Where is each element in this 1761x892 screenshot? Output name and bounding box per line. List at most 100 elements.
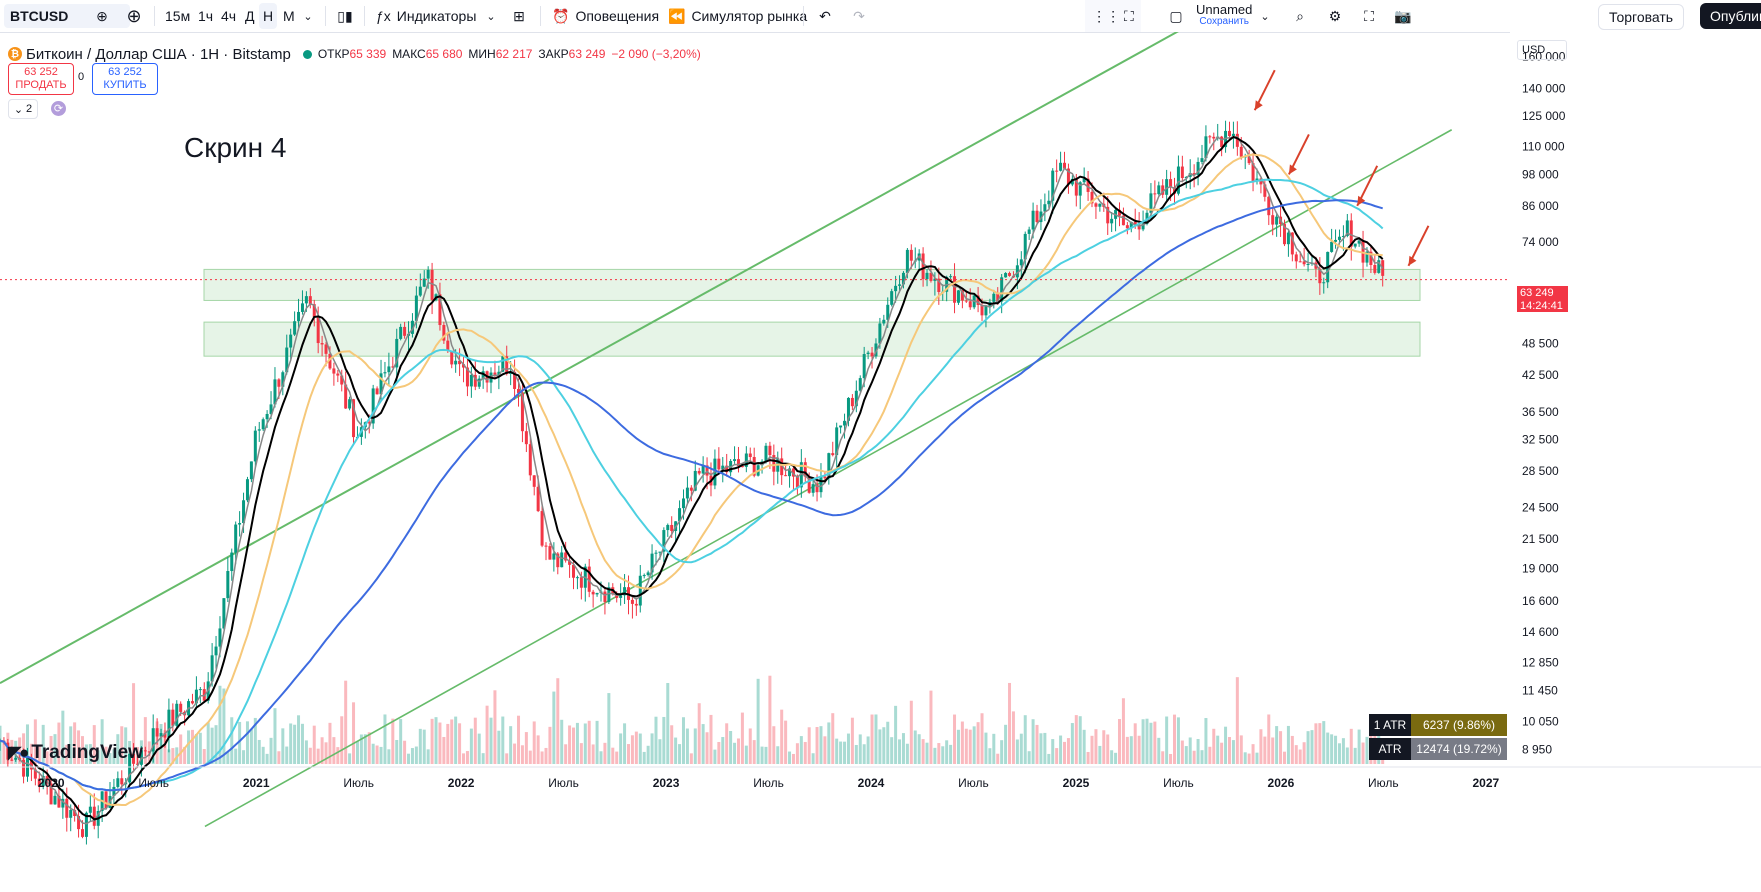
volume-bar (524, 732, 528, 764)
candle-body (996, 293, 1000, 302)
layout-name[interactable]: Unnamed Сохранить (1196, 0, 1252, 32)
time-tick-label: Июль (1163, 776, 1194, 790)
volume-bar (1255, 752, 1259, 764)
interval-day[interactable]: Д (245, 8, 255, 24)
add-symbol-icon[interactable]: ⊕ (126, 5, 142, 26)
candle-body (862, 354, 866, 379)
volume-bar (1149, 722, 1153, 764)
chevron-down-icon[interactable]: ⌄ (303, 10, 313, 23)
candle-body (1259, 178, 1263, 185)
settings-gear-icon[interactable]: ⚙ (1328, 7, 1342, 24)
volume-bar (104, 746, 108, 764)
buy-button[interactable]: 63 252 КУПИТЬ (92, 63, 158, 95)
volume-bar (1220, 742, 1224, 764)
volume-bar (901, 733, 905, 764)
trade-button[interactable]: Торговать (1598, 4, 1685, 30)
volume-bar (465, 751, 469, 764)
volume-bar (399, 719, 403, 764)
volume-bar (882, 727, 886, 764)
candle-body (1031, 210, 1035, 230)
quick-search-icon[interactable]: ⌕ (1296, 7, 1304, 24)
chevron-down-icon[interactable]: ⌄ (486, 10, 496, 23)
candle-body (807, 476, 811, 493)
time-axis[interactable]: 2020 Июль 2021 Июль 2022 Июль 2023 Июль 2024 Июль… (0, 766, 1761, 790)
tradingview-logo[interactable]: ◤● TradingView (8, 742, 143, 764)
layout-square-icon[interactable]: ▢ (1169, 7, 1183, 24)
legend-title[interactable]: Биткоин / Доллар США · 1Н · Bitstamp (26, 45, 291, 63)
candle-body (1161, 185, 1165, 195)
sell-button[interactable]: 63 252 ПРОДАТЬ (8, 63, 74, 95)
interval-week[interactable]: Н (259, 3, 278, 29)
ohlc-low: МИН62 217 (468, 47, 532, 61)
volume-bar (202, 749, 206, 764)
price-axis[interactable]: 160 000 140 000 125 000 110 000 98 000 86 000… (1510, 32, 1761, 892)
undo-icon[interactable]: ↶ (819, 7, 831, 24)
text-annotation[interactable]: Скрин 4 (184, 132, 287, 163)
candle-body (430, 269, 434, 300)
volume-bar (344, 680, 348, 764)
volume-bar (1180, 740, 1184, 764)
arrow-annotations[interactable] (1253, 69, 1430, 267)
fullscreen-select-icon[interactable]: ⋮⋮ ⛶ (1085, 0, 1141, 32)
candle-body (159, 733, 163, 737)
compare-icon[interactable]: ⊕ (96, 7, 108, 24)
symbol-legend: ₿ Биткоин / Доллар США · 1Н · Bitstamp О… (8, 44, 707, 64)
fullscreen-icon[interactable]: ⛶ (1364, 7, 1374, 24)
collapse-indicators-button[interactable]: ⌄ 2 (8, 99, 38, 119)
candle-body (1153, 193, 1157, 195)
volume-bar (642, 751, 646, 764)
volume-bar (823, 736, 827, 764)
candle-body (45, 775, 49, 784)
candle-body (595, 592, 599, 595)
interval-15m[interactable]: 15м (165, 8, 191, 24)
candle-body (513, 371, 517, 389)
sell-label: ПРОДАТЬ (15, 79, 67, 91)
candle-body (835, 427, 839, 456)
volume-bar (913, 730, 917, 764)
symbol-search[interactable]: BTCUSD (4, 4, 130, 28)
volume-bar (898, 739, 902, 764)
volume-bar (171, 748, 175, 764)
volume-bar (222, 688, 226, 764)
volume-bar (1314, 723, 1318, 764)
candle-body (1149, 193, 1153, 213)
camera-icon[interactable]: 📷 (1394, 7, 1412, 24)
templates-icon[interactable]: ⊞ (513, 7, 525, 24)
candle-body (831, 453, 835, 456)
interval-month[interactable]: М (283, 8, 295, 24)
volume-bar (517, 715, 521, 764)
volume-bar (870, 714, 874, 764)
candle-body (964, 300, 968, 302)
candle-body (383, 372, 387, 374)
candle-body (84, 812, 88, 837)
candle-body (269, 404, 273, 414)
volume-bar (1082, 729, 1086, 764)
price-chart[interactable]: 160 000 140 000 125 000 110 000 98 000 86 000… (0, 32, 1761, 892)
publish-button[interactable]: Опублик (1700, 3, 1761, 29)
volume-bar (100, 719, 104, 764)
volume-bar (257, 739, 261, 764)
candle-body (442, 325, 446, 341)
currency-select[interactable]: USD (1517, 40, 1567, 60)
volume-bar (0, 725, 2, 764)
volume-bar (285, 746, 289, 764)
volume-bar (1247, 753, 1251, 764)
volume-bar (253, 717, 257, 764)
alerts-button[interactable]: ⏰ Оповещения (552, 0, 659, 32)
interval-4h[interactable]: 4ч (221, 8, 237, 24)
candle-body (1176, 166, 1180, 194)
candle-body (10, 759, 14, 761)
indicators-button[interactable]: ƒx Индикаторы (376, 0, 476, 32)
time-tick-label: Июль (548, 776, 579, 790)
interval-1h[interactable]: 1ч (198, 8, 214, 24)
volume-bar (788, 751, 792, 764)
sync-icon[interactable]: ⟳ (51, 101, 66, 116)
arrow-head (1288, 164, 1297, 175)
chevron-down-icon[interactable]: ⌄ (1260, 10, 1270, 23)
candles-icon[interactable]: ▯▮ (337, 7, 353, 24)
replay-button[interactable]: ⏪ Симулятор рынка (668, 0, 807, 32)
redo-icon[interactable]: ↷ (853, 7, 865, 24)
volume-bar (1196, 739, 1200, 764)
candle-body (772, 455, 776, 472)
volume-bar (1337, 743, 1341, 764)
